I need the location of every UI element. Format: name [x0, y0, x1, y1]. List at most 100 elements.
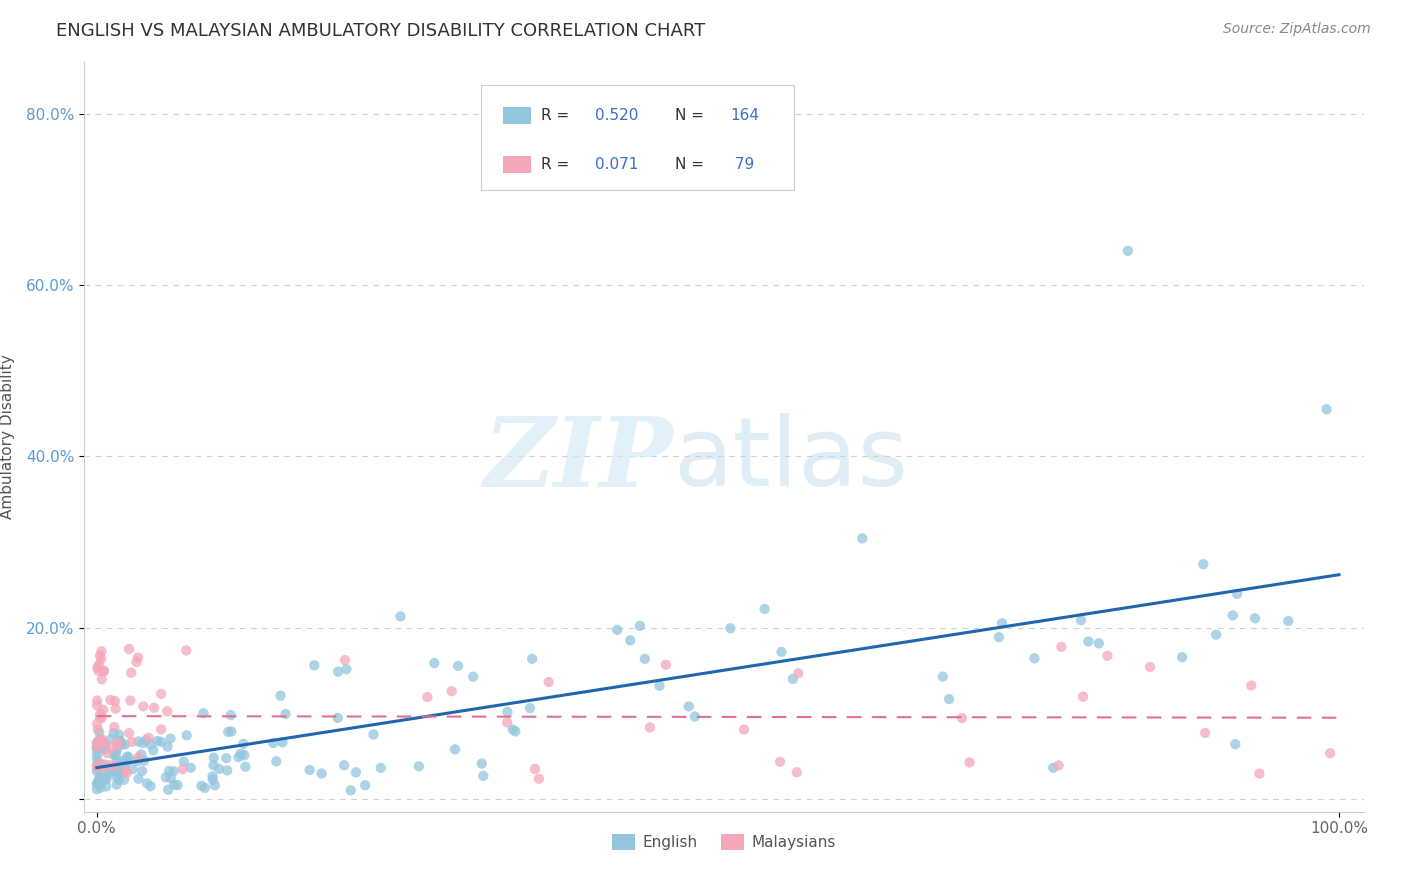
- Point: [118, 726, 141, 740]
- Point: [194, 780, 217, 795]
- Point: [86, 782, 108, 797]
- Point: [519, 701, 541, 715]
- Point: [988, 630, 1011, 644]
- Point: [127, 650, 149, 665]
- Point: [389, 609, 412, 624]
- Point: [991, 616, 1014, 631]
- Point: [112, 772, 135, 787]
- Point: [86, 741, 108, 756]
- Y-axis label: Ambulatory Disability: Ambulatory Disability: [0, 355, 15, 519]
- Point: [90, 775, 112, 789]
- Point: [87, 739, 110, 753]
- Point: [110, 738, 132, 752]
- Point: [201, 772, 224, 787]
- Point: [89, 710, 111, 724]
- Point: [634, 652, 657, 666]
- Point: [201, 769, 224, 783]
- Point: [139, 779, 162, 793]
- Point: [311, 766, 333, 780]
- Point: [105, 771, 128, 785]
- Point: [87, 773, 110, 788]
- Point: [132, 699, 155, 714]
- Point: [86, 742, 108, 756]
- Point: [93, 742, 115, 756]
- Point: [90, 711, 112, 725]
- Point: [132, 754, 155, 768]
- Point: [1319, 746, 1341, 760]
- Point: [1205, 628, 1227, 642]
- Point: [1116, 244, 1139, 258]
- Point: [298, 763, 321, 777]
- Point: [103, 759, 125, 773]
- Point: [108, 727, 131, 741]
- Point: [91, 734, 114, 748]
- Point: [108, 734, 131, 748]
- Point: [1240, 679, 1263, 693]
- Point: [156, 739, 179, 754]
- Point: [105, 743, 128, 757]
- Text: 164: 164: [731, 108, 759, 123]
- Point: [228, 750, 250, 764]
- Point: [440, 684, 463, 698]
- Point: [786, 765, 808, 780]
- Point: [219, 708, 242, 723]
- Point: [112, 764, 135, 779]
- Point: [1042, 761, 1064, 775]
- Point: [262, 736, 284, 750]
- Point: [114, 738, 136, 752]
- Bar: [503, 156, 531, 172]
- Point: [163, 778, 186, 792]
- Point: [157, 782, 180, 797]
- Point: [86, 716, 108, 731]
- Point: [138, 731, 160, 745]
- Point: [96, 772, 118, 787]
- Point: [202, 758, 225, 772]
- Text: N =: N =: [675, 157, 710, 172]
- Point: [87, 740, 110, 755]
- Point: [98, 758, 121, 772]
- Point: [160, 772, 183, 786]
- Point: [93, 757, 115, 772]
- Point: [648, 679, 671, 693]
- Point: [108, 764, 131, 779]
- Point: [86, 693, 108, 707]
- Point: [104, 694, 127, 708]
- Point: [1226, 587, 1249, 601]
- Point: [89, 706, 111, 721]
- Point: [208, 762, 231, 776]
- Point: [89, 771, 111, 785]
- Point: [118, 642, 141, 657]
- Point: [166, 778, 188, 792]
- Point: [87, 657, 110, 672]
- Point: [103, 720, 125, 734]
- Point: [1277, 614, 1299, 628]
- Point: [221, 724, 243, 739]
- Point: [270, 689, 292, 703]
- Point: [105, 762, 128, 776]
- Point: [1088, 636, 1111, 650]
- Point: [505, 724, 527, 739]
- Point: [1244, 611, 1267, 625]
- Point: [959, 756, 981, 770]
- Point: [787, 666, 810, 681]
- Point: [120, 665, 142, 680]
- Point: [176, 728, 198, 742]
- Point: [97, 767, 120, 781]
- Point: [93, 665, 115, 679]
- Point: [127, 750, 149, 764]
- Point: [120, 693, 142, 707]
- Point: [444, 742, 467, 756]
- Text: 0.071: 0.071: [595, 157, 638, 172]
- Legend: English, Malaysians: English, Malaysians: [606, 829, 842, 856]
- Point: [233, 748, 256, 763]
- Point: [91, 765, 114, 780]
- Point: [157, 764, 180, 778]
- Point: [173, 755, 195, 769]
- Point: [1047, 758, 1070, 772]
- Point: [266, 755, 288, 769]
- Point: [1070, 613, 1092, 627]
- Point: [86, 752, 108, 766]
- Point: [86, 739, 108, 754]
- Point: [156, 704, 179, 718]
- Point: [94, 742, 117, 756]
